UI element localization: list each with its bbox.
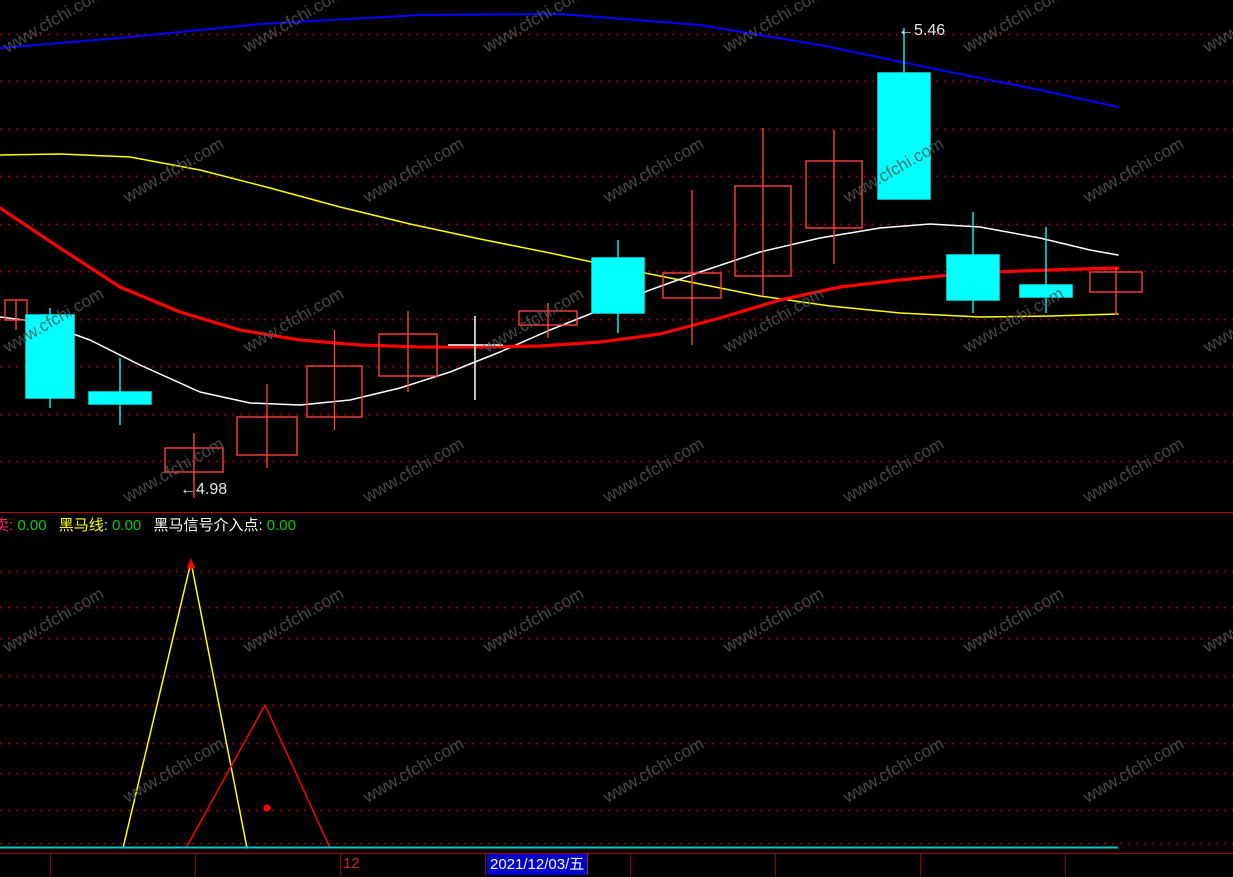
- ma-line-blue: [0, 13, 1119, 108]
- axis-tick-4: [630, 853, 631, 876]
- candle-6[interactable]: [378, 311, 438, 392]
- candle-body-15: [1089, 271, 1143, 293]
- signal-dot-marker[interactable]: [263, 804, 271, 812]
- candle-body-9: [662, 272, 722, 299]
- candle-15[interactable]: [1089, 267, 1143, 315]
- candle-body-8: [591, 257, 645, 314]
- price-chart-svg: [0, 13, 1233, 498]
- info-item-2: 黑马信号介入点: 0.00: [153, 513, 296, 538]
- info-item-1: 黑马线: 0.00: [59, 513, 142, 538]
- candle-11[interactable]: [805, 130, 863, 264]
- candle-9[interactable]: [662, 190, 722, 345]
- candle-1[interactable]: [25, 308, 75, 408]
- candle-body-5: [306, 365, 363, 418]
- low-label: ←4.98: [180, 481, 228, 498]
- candle-5[interactable]: [306, 330, 363, 430]
- high-label: ←5.46: [898, 22, 946, 39]
- axis-top-line: [0, 853, 1233, 854]
- info-label-0: 卖:: [0, 517, 14, 534]
- candle-body-14: [1019, 284, 1073, 298]
- info-label-2: 黑马信号介入点:: [153, 517, 263, 534]
- candle-body-1: [25, 314, 75, 399]
- candle-14[interactable]: [1019, 227, 1073, 313]
- axis-tick-6: [920, 853, 921, 876]
- candle-12[interactable]: [877, 28, 931, 200]
- time-axis[interactable]: 12 2021/12/03/五: [0, 853, 1233, 877]
- candle-body-2: [88, 391, 152, 405]
- ma-line-white: [0, 223, 1119, 406]
- candle-body-10: [734, 185, 792, 277]
- signal-arrow-marker[interactable]: [187, 558, 195, 568]
- ma-line-yellow: [0, 153, 1119, 318]
- candle-body-0: [4, 299, 28, 321]
- candle-body-11: [805, 160, 863, 229]
- candle-body-12: [877, 72, 931, 200]
- candle-body-7: [518, 310, 578, 326]
- candle-13[interactable]: [946, 212, 1000, 313]
- candle-10[interactable]: [734, 128, 792, 296]
- signal-arrow-marker-stem: [189, 564, 193, 570]
- candle-8[interactable]: [591, 240, 645, 333]
- price-chart-pane[interactable]: ←5.46 ←4.98: [0, 0, 1233, 512]
- axis-month-label: 12: [343, 855, 360, 872]
- candle-body-13: [946, 254, 1000, 301]
- indicator-info-bar: 卖: 0.00 黑马线: 0.00 黑马信号介入点: 0.00: [0, 512, 1233, 538]
- candle-7[interactable]: [518, 303, 578, 338]
- axis-tick-7: [1065, 853, 1066, 876]
- indicator-red-line: [185, 704, 331, 849]
- candle-body-3: [164, 447, 224, 473]
- axis-tick-3: [485, 853, 486, 876]
- axis-tick-0: [50, 853, 51, 876]
- candle-body-6: [378, 333, 438, 377]
- candle-3[interactable]: [164, 433, 224, 498]
- signal-indicator-pane[interactable]: [0, 538, 1233, 853]
- axis-tick-5: [775, 853, 776, 876]
- info-value-0: 0.00: [17, 517, 47, 534]
- candle-0[interactable]: [4, 299, 28, 330]
- candle-4[interactable]: [236, 384, 298, 468]
- info-item-0: 卖: 0.00: [0, 513, 47, 538]
- signal-indicator-svg: [0, 558, 1233, 849]
- axis-tick-1: [195, 853, 196, 876]
- selected-date-badge[interactable]: 2021/12/03/五: [487, 854, 589, 875]
- info-value-1: 0.00: [112, 517, 142, 534]
- info-value-2: 0.00: [266, 517, 296, 534]
- candle-body-4: [236, 416, 298, 456]
- info-label-1: 黑马线:: [58, 517, 108, 534]
- candle-2[interactable]: [88, 358, 152, 425]
- axis-tick-2: [340, 853, 341, 876]
